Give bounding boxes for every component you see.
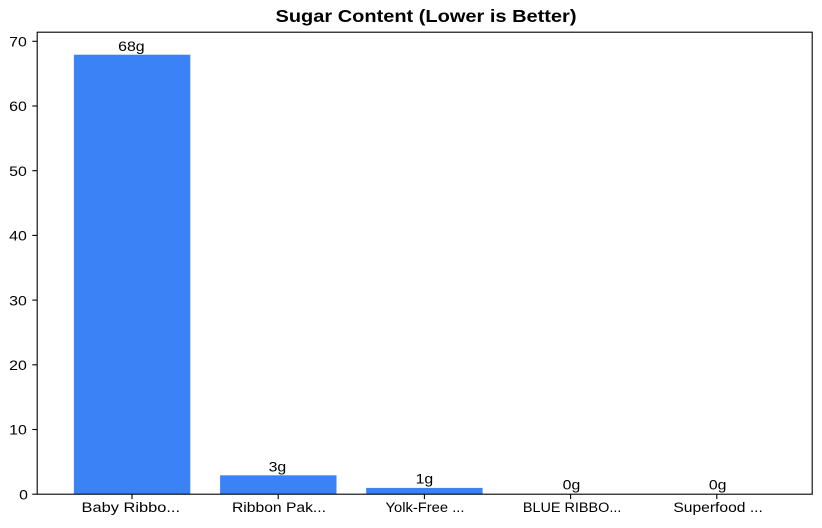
svg-text:0g: 0g [709, 477, 727, 493]
svg-text:BLUE RIBBO...: BLUE RIBBO... [523, 499, 622, 515]
svg-text:0g: 0g [563, 477, 581, 493]
svg-text:20: 20 [9, 357, 27, 373]
svg-text:Ribbon Pak...: Ribbon Pak... [232, 499, 326, 515]
svg-text:1g: 1g [416, 471, 434, 487]
svg-text:0: 0 [19, 486, 28, 502]
svg-text:10: 10 [9, 422, 27, 438]
svg-text:70: 70 [9, 34, 27, 50]
svg-text:3g: 3g [269, 458, 287, 474]
svg-text:50: 50 [9, 163, 27, 179]
svg-text:Yolk-Free ...: Yolk-Free ... [386, 499, 465, 515]
svg-text:Baby Ribbo...: Baby Ribbo... [82, 499, 181, 515]
svg-text:Sugar Content (Lower is Better: Sugar Content (Lower is Better) [276, 6, 577, 26]
svg-text:40: 40 [9, 228, 27, 244]
svg-text:60: 60 [9, 98, 27, 114]
svg-text:Superfood ...: Superfood ... [673, 499, 763, 515]
svg-text:30: 30 [9, 292, 27, 308]
svg-text:68g: 68g [118, 38, 145, 54]
